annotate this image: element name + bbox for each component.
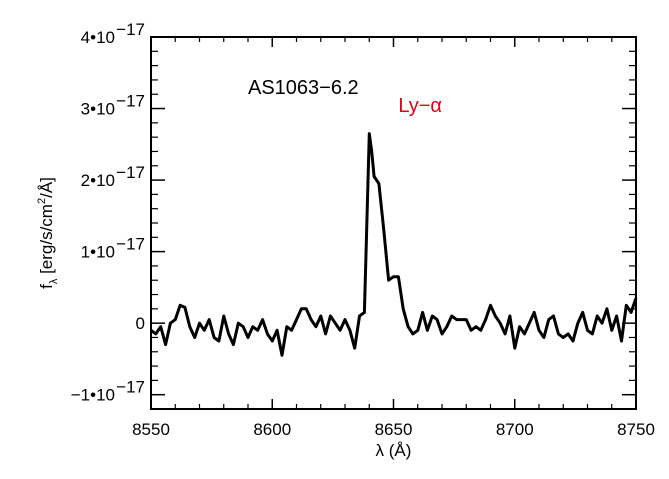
y-tick-exponent: −17 <box>116 378 145 397</box>
spectrum-line <box>150 132 638 357</box>
y-tick-label: 1•10 <box>81 243 115 262</box>
series-layer <box>150 132 638 357</box>
object-label: AS1063−6.2 <box>248 77 359 99</box>
x-tick-label: 8650 <box>375 420 413 439</box>
y-tick-exponent: −17 <box>116 235 145 254</box>
x-tick-label: 8550 <box>132 420 170 439</box>
y-axis-label: fλ [erg/s/cm2/Å] <box>36 177 60 289</box>
y-tick-exponent: −17 <box>116 163 145 182</box>
plot-frame <box>150 36 637 410</box>
x-tick-label: 8700 <box>496 420 534 439</box>
y-tick-label: −1•10 <box>71 386 115 405</box>
x-axis-label: λ (Å) <box>376 441 412 460</box>
y-tick-exponent: −17 <box>116 92 145 111</box>
line-label: Ly−α <box>398 95 442 117</box>
y-tick-label: 3•10 <box>81 100 115 119</box>
x-tick-label: 8750 <box>617 420 655 439</box>
y-tick-label: 2•10 <box>81 171 115 190</box>
y-tick-exponent: −17 <box>116 20 145 39</box>
y-tick-label: 0 <box>136 314 145 333</box>
x-tick-label: 8600 <box>253 420 291 439</box>
annotations: AS1063−6.2 Ly−α <box>248 77 442 117</box>
y-tick-label: 4•10 <box>81 28 115 47</box>
